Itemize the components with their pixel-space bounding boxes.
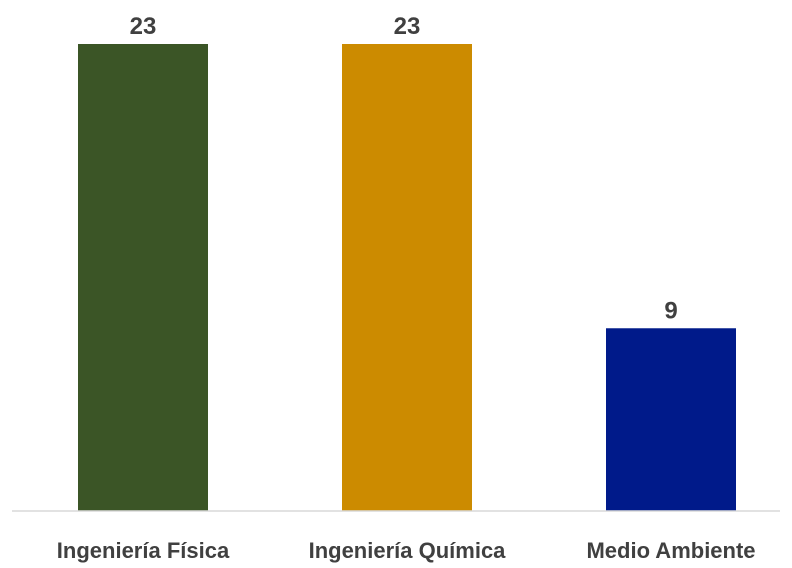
bar-ingenieria-fisica bbox=[78, 44, 208, 511]
category-label-ingenieria-fisica: Ingeniería Física bbox=[57, 538, 230, 563]
bar-medio-ambiente bbox=[606, 328, 736, 511]
bars-layer bbox=[78, 44, 736, 511]
data-label-ingenieria-fisica: 23 bbox=[130, 13, 157, 40]
category-label-medio-ambiente: Medio Ambiente bbox=[586, 538, 755, 563]
labels-layer: 23 Ingeniería Física 23 Ingeniería Química 9… bbox=[57, 13, 756, 563]
data-label-medio-ambiente: 9 bbox=[664, 297, 677, 324]
bar-ingenieria-quimica bbox=[342, 44, 472, 511]
category-label-ingenieria-quimica: Ingeniería Química bbox=[309, 538, 507, 563]
data-label-ingenieria-quimica: 23 bbox=[394, 13, 421, 40]
